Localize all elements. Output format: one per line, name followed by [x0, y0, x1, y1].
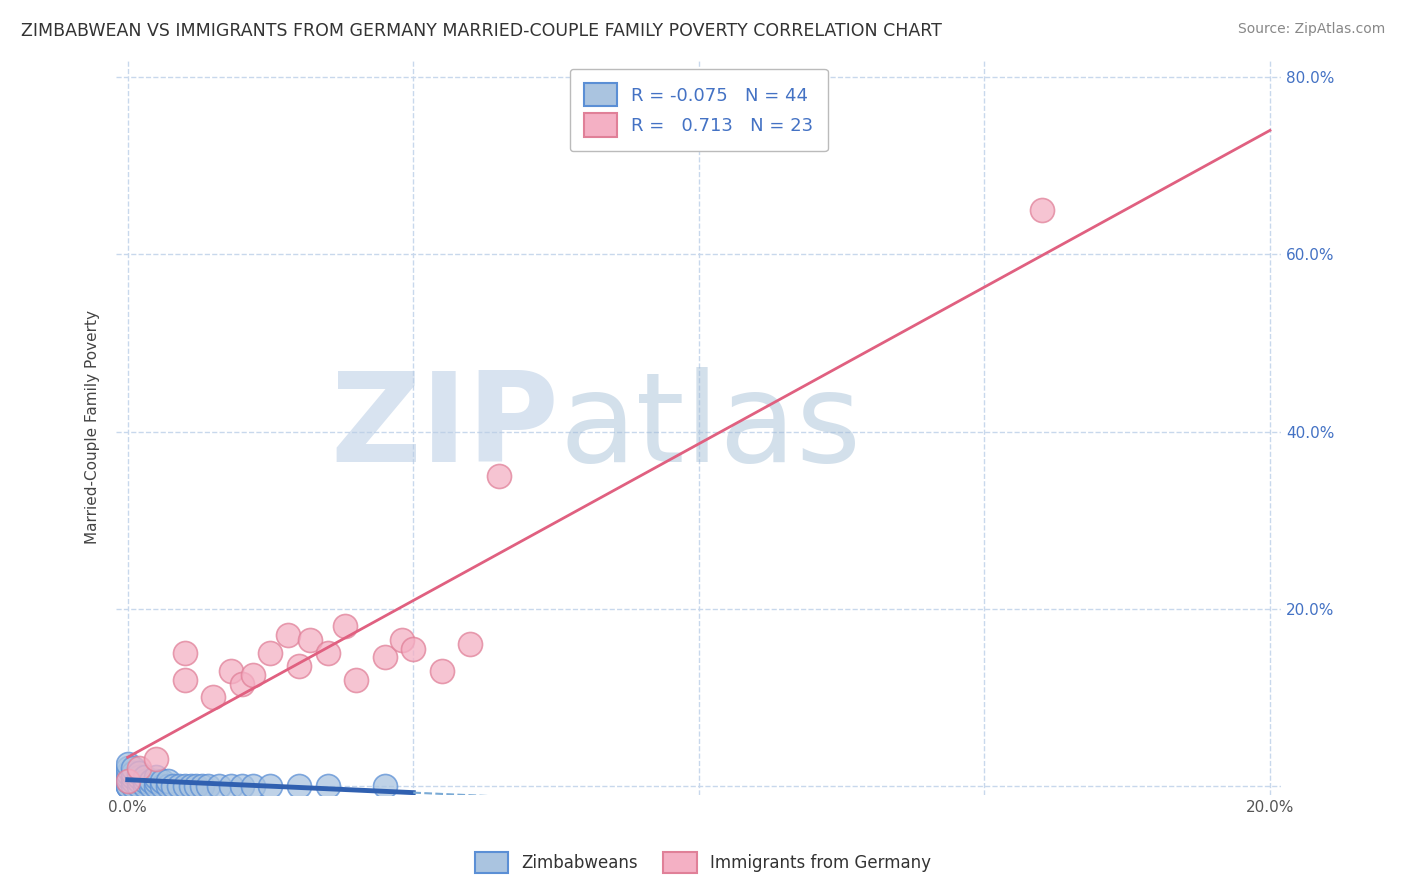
Point — [173, 673, 195, 687]
Point — [277, 628, 299, 642]
Point — [117, 756, 139, 771]
Point — [460, 637, 482, 651]
Point — [288, 659, 311, 673]
Point — [145, 752, 167, 766]
Point — [150, 779, 173, 793]
Point — [139, 779, 162, 793]
Point — [231, 779, 253, 793]
Text: ZIP: ZIP — [330, 367, 560, 488]
Point — [128, 779, 150, 793]
Point — [219, 664, 242, 678]
Point — [117, 779, 139, 793]
Point — [402, 641, 425, 656]
Point — [117, 779, 139, 793]
Point — [167, 779, 190, 793]
Point — [242, 668, 264, 682]
Point — [259, 779, 281, 793]
Point — [299, 632, 322, 647]
Point — [117, 774, 139, 789]
Point — [1031, 203, 1053, 218]
Point — [208, 779, 231, 793]
Point — [162, 779, 184, 793]
Point — [117, 761, 139, 775]
Point — [134, 779, 156, 793]
Point — [117, 779, 139, 793]
Text: ZIMBABWEAN VS IMMIGRANTS FROM GERMANY MARRIED-COUPLE FAMILY POVERTY CORRELATION : ZIMBABWEAN VS IMMIGRANTS FROM GERMANY MA… — [21, 22, 942, 40]
Point — [122, 770, 145, 784]
Point — [316, 646, 339, 660]
Point — [186, 779, 208, 793]
Point — [122, 774, 145, 789]
Point — [145, 774, 167, 789]
Point — [117, 765, 139, 780]
Legend: Zimbabweans, Immigrants from Germany: Zimbabweans, Immigrants from Germany — [468, 846, 938, 880]
Legend: R = -0.075   N = 44, R =   0.713   N = 23: R = -0.075 N = 44, R = 0.713 N = 23 — [569, 69, 828, 151]
Point — [122, 765, 145, 780]
Text: atlas: atlas — [560, 367, 860, 488]
Point — [391, 632, 413, 647]
Point — [173, 646, 195, 660]
Point — [156, 774, 179, 789]
Point — [134, 770, 156, 784]
Point — [430, 664, 453, 678]
Point — [202, 690, 225, 705]
Point — [374, 779, 396, 793]
Text: Source: ZipAtlas.com: Source: ZipAtlas.com — [1237, 22, 1385, 37]
Point — [173, 779, 195, 793]
Point — [259, 646, 281, 660]
Point — [488, 468, 510, 483]
Point — [344, 673, 367, 687]
Point — [150, 774, 173, 789]
Point — [156, 779, 179, 793]
Point — [288, 779, 311, 793]
Point — [316, 779, 339, 793]
Point — [139, 774, 162, 789]
Y-axis label: Married-Couple Family Poverty: Married-Couple Family Poverty — [86, 310, 100, 544]
Point — [231, 677, 253, 691]
Point — [180, 779, 202, 793]
Point — [122, 779, 145, 793]
Point — [197, 779, 219, 793]
Point — [117, 774, 139, 789]
Point — [122, 761, 145, 775]
Point — [117, 770, 139, 784]
Point — [128, 765, 150, 780]
Point — [134, 774, 156, 789]
Point — [128, 770, 150, 784]
Point — [333, 619, 356, 633]
Point — [128, 761, 150, 775]
Point — [242, 779, 264, 793]
Point — [145, 770, 167, 784]
Point — [219, 779, 242, 793]
Point — [145, 779, 167, 793]
Point — [374, 650, 396, 665]
Point — [128, 774, 150, 789]
Point — [191, 779, 214, 793]
